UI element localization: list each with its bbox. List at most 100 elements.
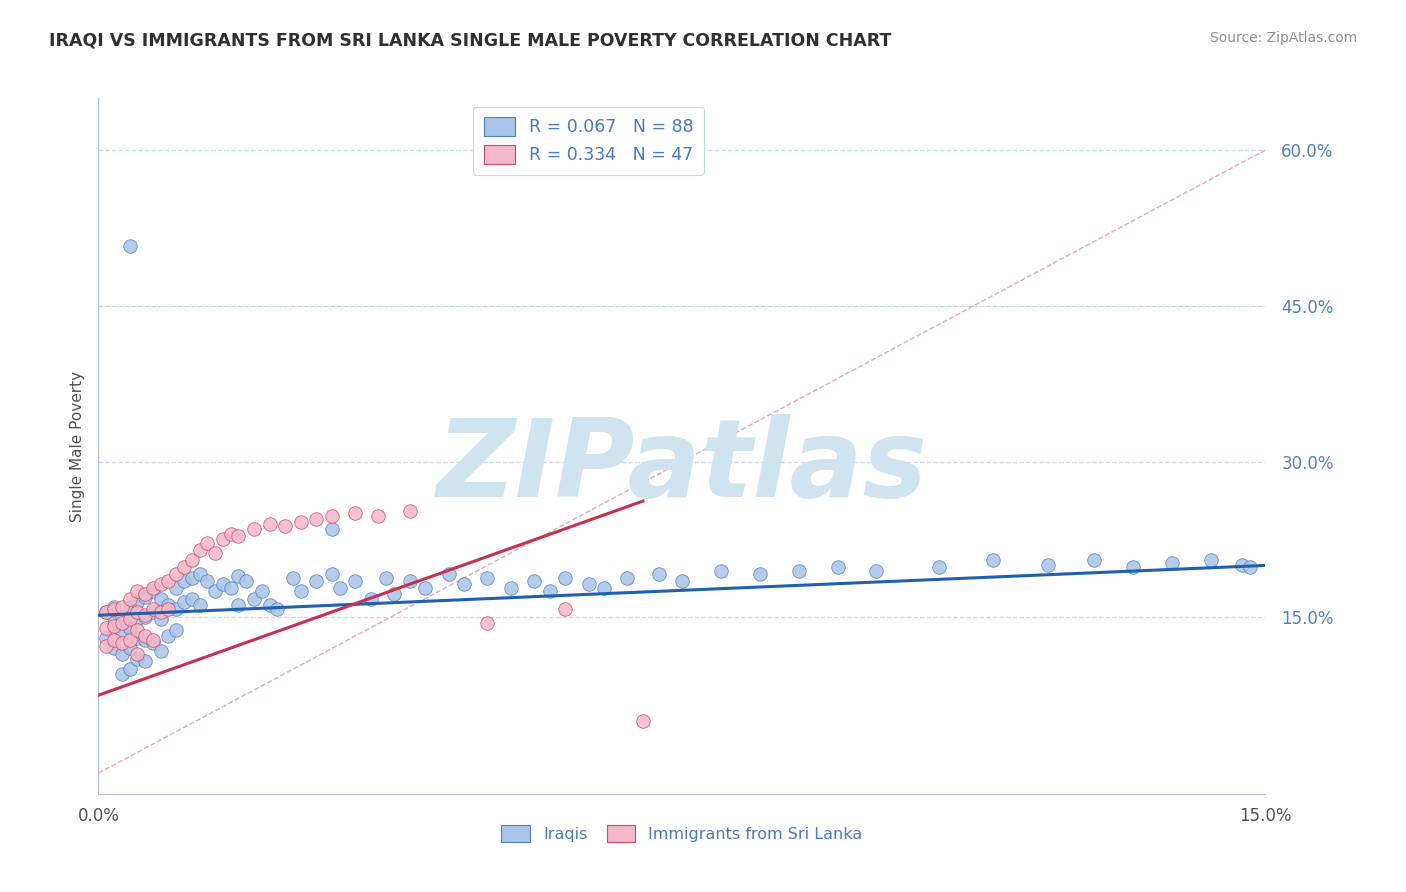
Point [127, 623, 149, 637]
Point [149, 612, 172, 626]
Point [149, 605, 172, 619]
Point [111, 636, 134, 650]
Point [188, 566, 211, 581]
Point [96, 631, 118, 645]
Point [103, 618, 125, 632]
Point [219, 581, 242, 595]
Point [671, 574, 693, 588]
Point [344, 574, 367, 588]
Point [204, 584, 226, 599]
Point [523, 574, 546, 588]
Y-axis label: Single Male Poverty: Single Male Poverty [69, 370, 84, 522]
Point [250, 584, 273, 599]
Point [157, 574, 180, 588]
Point [212, 577, 235, 591]
Point [499, 581, 522, 595]
Point [149, 591, 172, 606]
Point [367, 508, 389, 523]
Point [96, 640, 118, 654]
Point [865, 564, 887, 578]
Point [173, 595, 195, 609]
Point [195, 535, 218, 549]
Point [477, 615, 499, 630]
Point [111, 647, 134, 661]
Point [360, 591, 382, 606]
Point [103, 633, 125, 648]
Point [142, 581, 165, 595]
Point [928, 560, 950, 574]
Point [453, 577, 475, 591]
Point [710, 564, 733, 578]
Point [180, 591, 202, 606]
Point [290, 584, 312, 599]
Point [243, 522, 266, 536]
Point [281, 571, 304, 585]
Point [96, 605, 118, 619]
Point [134, 610, 156, 624]
Point [321, 508, 343, 523]
Point [149, 643, 172, 657]
Point [111, 599, 134, 614]
Point [149, 577, 172, 591]
Text: IRAQI VS IMMIGRANTS FROM SRI LANKA SINGLE MALE POVERTY CORRELATION CHART: IRAQI VS IMMIGRANTS FROM SRI LANKA SINGL… [49, 31, 891, 49]
Point [398, 574, 420, 588]
Point [538, 584, 561, 599]
Point [180, 571, 202, 585]
Point [180, 553, 202, 567]
Point [631, 714, 654, 729]
Point [127, 595, 149, 609]
Point [165, 602, 187, 616]
Point [118, 633, 141, 648]
Point [127, 631, 149, 645]
Point [142, 602, 165, 616]
Point [127, 647, 149, 661]
Point [118, 641, 141, 656]
Point [204, 546, 226, 560]
Point [1122, 560, 1144, 574]
Point [1161, 557, 1184, 571]
Point [554, 571, 576, 585]
Point [321, 566, 343, 581]
Point [111, 667, 134, 681]
Point [103, 599, 125, 614]
Point [118, 612, 141, 626]
Point [173, 560, 195, 574]
Point [344, 507, 367, 521]
Point [134, 590, 156, 604]
Point [157, 629, 180, 643]
Point [375, 571, 398, 585]
Point [1083, 553, 1105, 567]
Point [274, 519, 297, 533]
Point [413, 581, 436, 595]
Point [157, 602, 180, 616]
Point [477, 571, 499, 585]
Point [134, 608, 156, 623]
Point [305, 574, 328, 588]
Point [647, 566, 669, 581]
Point [111, 615, 134, 630]
Point [1036, 558, 1059, 573]
Point [219, 527, 242, 541]
Point [235, 574, 257, 588]
Point [103, 602, 125, 616]
Point [981, 553, 1004, 567]
Point [305, 511, 328, 525]
Point [382, 587, 405, 601]
Point [118, 591, 141, 606]
Point [321, 522, 343, 536]
Point [1199, 553, 1222, 567]
Point [259, 598, 281, 612]
Point [578, 577, 600, 591]
Point [165, 581, 187, 595]
Point [787, 564, 810, 578]
Point [142, 633, 165, 648]
Point [165, 566, 187, 581]
Point [195, 574, 218, 588]
Point [1230, 558, 1253, 573]
Point [118, 238, 141, 252]
Point [142, 584, 165, 599]
Point [398, 504, 420, 518]
Point [228, 569, 250, 583]
Point [127, 605, 149, 619]
Point [127, 612, 149, 626]
